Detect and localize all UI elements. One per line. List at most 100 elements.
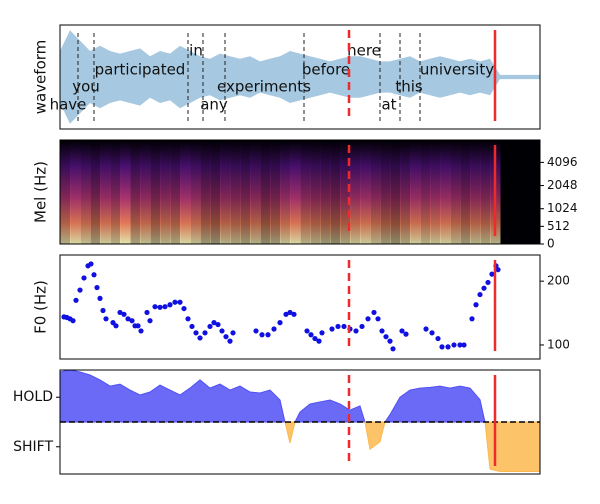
f0-point — [103, 316, 109, 322]
f0-point — [167, 302, 173, 308]
f0-point — [399, 328, 405, 334]
heatmap-column — [100, 140, 111, 244]
f0-point — [291, 311, 297, 317]
f0-point — [172, 299, 178, 305]
y-axis-label: waveform — [32, 40, 50, 115]
f0-point — [197, 335, 203, 341]
f0-point — [439, 344, 445, 350]
f0-point — [383, 334, 389, 340]
f0-point — [387, 338, 393, 344]
f0-point — [375, 316, 381, 322]
turn-area — [284, 421, 296, 444]
f0-point — [445, 344, 451, 350]
word-label: at — [381, 96, 396, 114]
f0-point — [215, 321, 221, 328]
f0-point — [211, 320, 217, 326]
f0-point — [365, 316, 371, 322]
f0-point — [135, 323, 141, 329]
turn-area — [364, 421, 386, 451]
f0-point — [223, 334, 229, 340]
f0-point — [219, 328, 225, 334]
f0-point — [129, 318, 135, 324]
y-axis-label: Mel (Hz) — [32, 161, 50, 223]
heatmap-column — [70, 140, 81, 244]
axes-frame — [59, 139, 541, 245]
word-label: before — [302, 61, 350, 79]
f0-point — [429, 330, 435, 336]
f0-point — [451, 342, 457, 348]
f0-point — [390, 346, 396, 352]
word-label: have — [50, 96, 87, 114]
heatmap-column — [190, 140, 201, 244]
heatmap-column — [440, 140, 451, 244]
heatmap-column — [120, 140, 131, 244]
word-label: here — [347, 42, 381, 60]
panel: 100 200 F0 (Hz) — [32, 254, 570, 360]
f0-point — [489, 271, 495, 277]
heatmap-column — [90, 140, 101, 244]
heatmap-column — [380, 140, 391, 244]
heatmap-column — [180, 140, 191, 244]
f0-point — [100, 307, 106, 314]
f0-point — [113, 323, 119, 329]
f0-point — [97, 295, 103, 301]
y-tick-label: 200 — [547, 274, 570, 288]
heatmap-column — [330, 140, 341, 244]
f0-point — [359, 323, 365, 330]
heatmap-column — [200, 140, 211, 244]
f0-point — [379, 328, 385, 334]
f0-point — [316, 338, 322, 344]
f0-point — [312, 335, 318, 342]
panel: HOLD SHIFT — [13, 369, 541, 475]
y-axis-label: F0 (Hz) — [32, 280, 50, 334]
plot-area — [61, 261, 501, 352]
f0-point — [461, 342, 467, 348]
heatmap-column — [470, 140, 481, 244]
f0-point — [457, 342, 463, 348]
heatmap-column — [400, 140, 411, 244]
f0-point — [117, 309, 123, 316]
heatmap-column — [210, 140, 221, 244]
heatmap-column — [320, 140, 331, 244]
word-label: experiments — [217, 78, 311, 96]
f0-point — [277, 320, 283, 326]
f0-point — [193, 330, 199, 336]
heatmap-column — [280, 140, 291, 244]
f0-point — [189, 323, 195, 330]
heatmap-column — [160, 140, 171, 244]
f0-point — [403, 331, 409, 337]
f0-point — [73, 297, 79, 303]
f0-point — [230, 330, 236, 336]
f0-point — [147, 318, 153, 324]
y-tick-label: 4096 — [547, 155, 578, 169]
f0-point — [335, 323, 341, 330]
heatmap-column — [150, 140, 161, 244]
f0-point — [121, 311, 127, 317]
word-label: in — [189, 42, 203, 60]
f0-point — [485, 279, 491, 286]
f0-point — [353, 328, 359, 334]
heatmap-column — [390, 140, 401, 244]
heatmap-column — [350, 140, 361, 244]
word-label: participated — [95, 61, 186, 79]
f0-point — [88, 261, 94, 267]
y-tick-label: SHIFT — [13, 439, 53, 455]
f0-point — [271, 326, 277, 332]
f0-point — [469, 316, 475, 322]
f0-point — [91, 272, 97, 278]
f0-point — [125, 316, 131, 322]
turn-area — [60, 370, 286, 423]
f0-point — [185, 316, 191, 322]
heatmap-column — [360, 140, 371, 244]
heatmap-column — [290, 140, 301, 244]
heatmap-column — [60, 140, 71, 244]
f0-point — [202, 330, 208, 336]
f0-point — [70, 318, 76, 324]
turn-area — [294, 399, 366, 423]
word-label: you — [72, 78, 100, 96]
y-tick-label: HOLD — [13, 389, 53, 405]
f0-point — [259, 332, 265, 338]
word-label: this — [395, 78, 423, 96]
f0-point — [473, 302, 479, 308]
